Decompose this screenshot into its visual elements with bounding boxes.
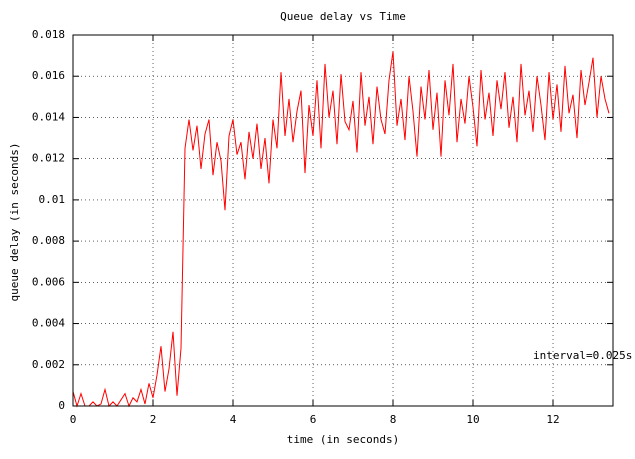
y-tick-label: 0.004	[32, 317, 65, 330]
y-tick-label: 0.012	[32, 152, 65, 165]
y-tick-label: 0.01	[39, 193, 66, 206]
y-tick-label: 0.018	[32, 28, 65, 41]
y-tick-label: 0.014	[32, 110, 65, 123]
x-tick-label: 0	[70, 413, 77, 426]
y-tick-label: 0.008	[32, 234, 65, 247]
x-tick-label: 10	[466, 413, 479, 426]
x-tick-label: 8	[390, 413, 397, 426]
data-line	[72, 51, 610, 408]
annotation: interval=0.025s	[533, 349, 632, 362]
plot-area: 0 0.002 0.004 0.006 0.008 0.01 0.012 0.014 0.016…	[32, 28, 613, 426]
x-tick-label: 12	[546, 413, 559, 426]
x-tick-label: 2	[150, 413, 157, 426]
y-tick-label: 0	[58, 399, 65, 412]
plot-border	[72, 34, 614, 407]
chart-title: Queue delay vs Time	[280, 10, 406, 23]
y-tick-label: 0.006	[32, 275, 65, 288]
y-tick-label: 0.016	[32, 69, 65, 82]
y-axis-label: queue delay (in seconds)	[8, 143, 21, 302]
x-tick-label: 6	[310, 413, 317, 426]
x-tick-label: 4	[230, 413, 237, 426]
x-axis-label: time (in seconds)	[287, 433, 400, 446]
y-tick-label: 0.002	[32, 358, 65, 371]
